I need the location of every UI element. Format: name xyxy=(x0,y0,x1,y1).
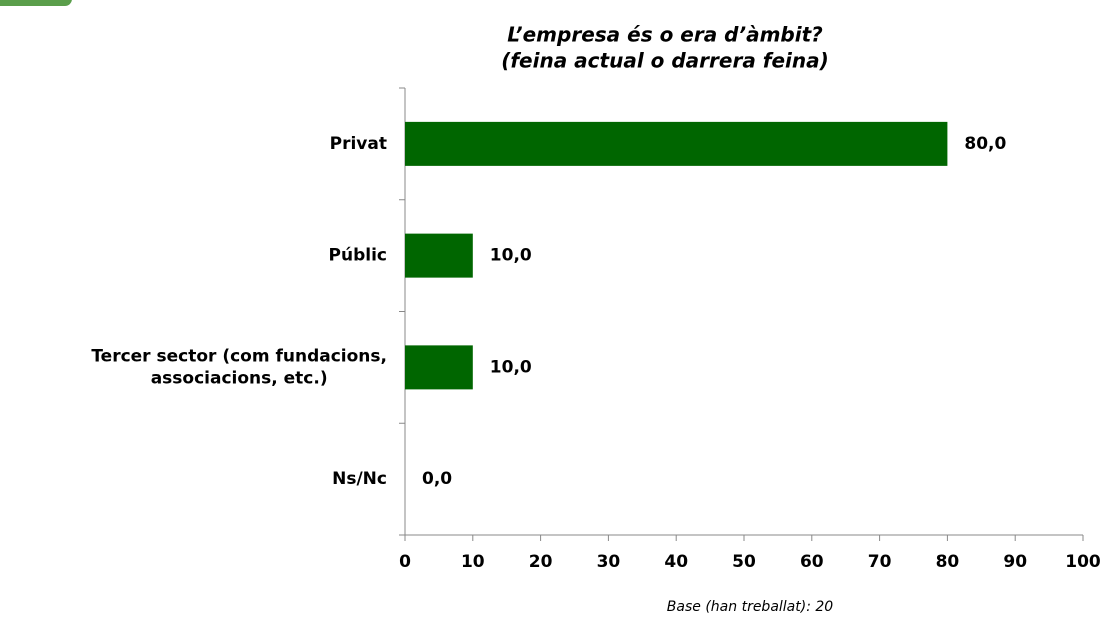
corner-tab xyxy=(0,0,72,6)
category-label: Ns/Nc xyxy=(332,469,387,489)
category-label: Públic xyxy=(329,246,387,266)
value-label: 10,0 xyxy=(490,357,532,377)
base-note: Base (han treballat): 20 xyxy=(667,599,833,615)
x-tick-label: 80 xyxy=(936,552,960,572)
x-tick-label: 0 xyxy=(399,552,411,572)
value-label: 80,0 xyxy=(964,134,1006,154)
chart-subtitle: (feina actual o darrera feina) xyxy=(501,49,829,73)
x-tick-label: 100 xyxy=(1065,552,1101,572)
bar xyxy=(405,345,473,390)
x-tick-label: 60 xyxy=(800,552,824,572)
x-tick-label: 40 xyxy=(664,552,688,572)
x-tick-label: 50 xyxy=(732,552,756,572)
x-tick-label: 70 xyxy=(868,552,892,572)
bar xyxy=(405,121,948,166)
x-tick-label: 30 xyxy=(597,552,621,572)
bar xyxy=(405,233,473,278)
category-label: Privat xyxy=(330,134,387,154)
value-label: 0,0 xyxy=(422,469,452,489)
chart-title: L’empresa és o era d’àmbit? xyxy=(507,23,823,47)
x-tick-label: 20 xyxy=(529,552,553,572)
value-label: 10,0 xyxy=(490,246,532,266)
category-label: Tercer sector (com fundacions, associacio… xyxy=(91,346,387,388)
x-tick-label: 10 xyxy=(461,552,485,572)
x-tick-label: 90 xyxy=(1003,552,1027,572)
